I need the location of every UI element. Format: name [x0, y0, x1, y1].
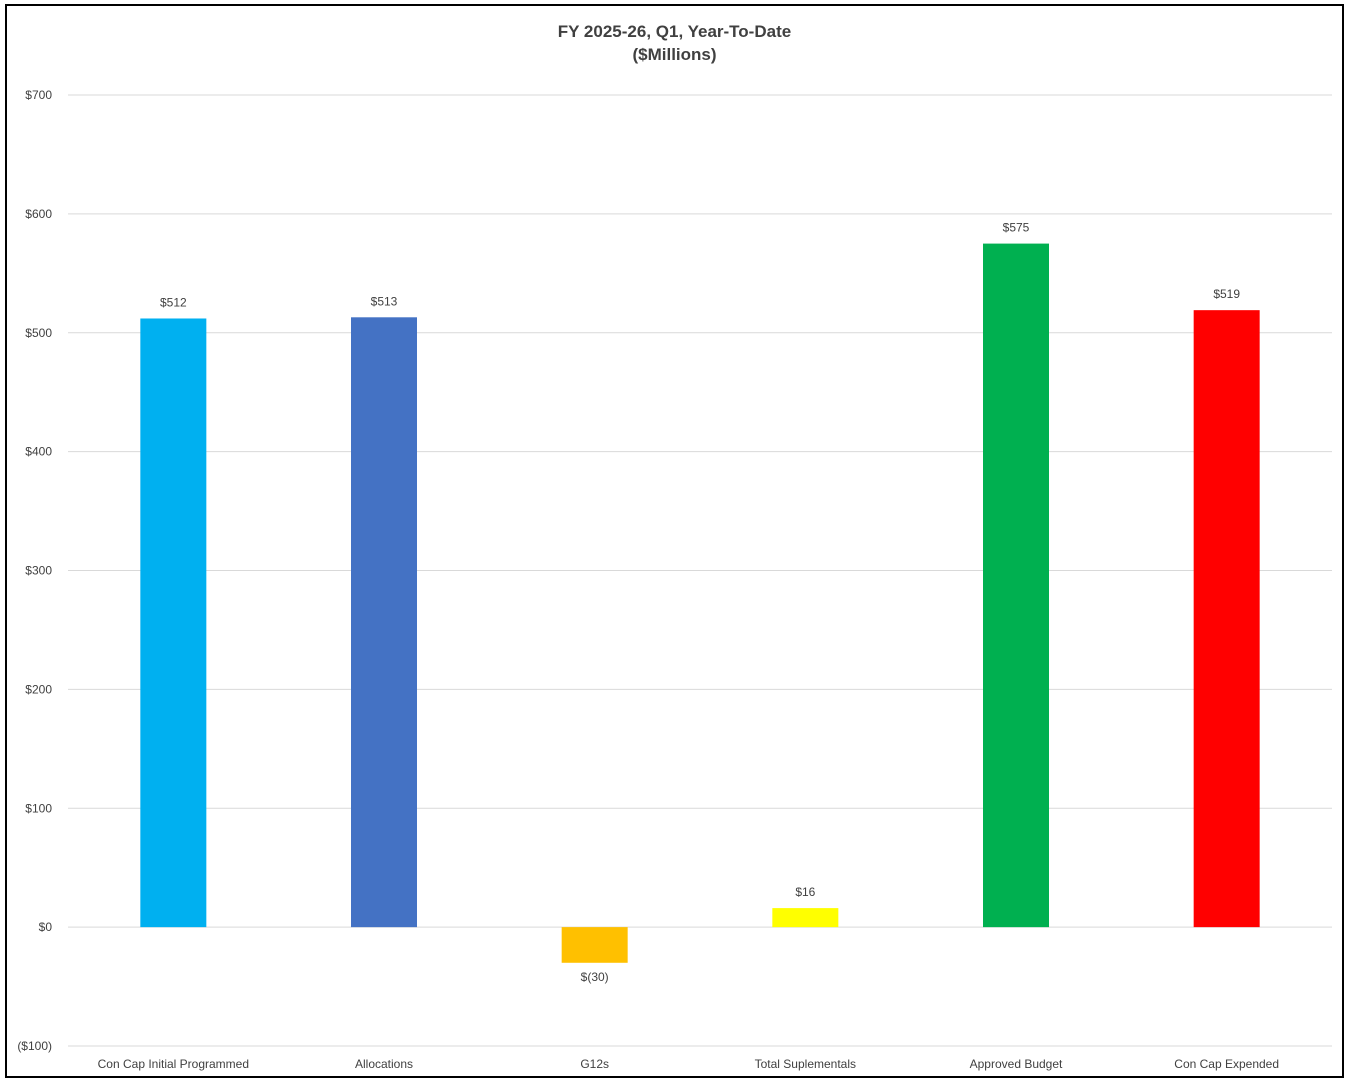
- data-label: $519: [1213, 287, 1240, 301]
- y-tick-label: $300: [25, 564, 52, 578]
- y-tick-label: $200: [25, 682, 52, 696]
- bar: [140, 318, 207, 928]
- x-tick-label: Con Cap Initial Programmed: [98, 1057, 249, 1071]
- y-tick-label: $500: [25, 326, 52, 340]
- data-label: $513: [371, 294, 398, 308]
- data-label: $575: [1003, 221, 1030, 235]
- bar: [351, 317, 417, 928]
- x-tick-label: Con Cap Expended: [1174, 1057, 1279, 1071]
- chart-title-block: FY 2025-26, Q1, Year-To-Date ($Millions): [0, 20, 1349, 66]
- y-tick-label: ($100): [17, 1039, 52, 1053]
- x-tick-label: Total Suplementals: [755, 1057, 856, 1071]
- chart-title: FY 2025-26, Q1, Year-To-Date: [557, 22, 792, 41]
- data-label: $16: [795, 885, 815, 899]
- x-tick-label: Allocations: [355, 1057, 413, 1071]
- data-label: $512: [160, 295, 187, 309]
- y-tick-label: $600: [25, 207, 52, 221]
- y-tick-label: $100: [25, 801, 52, 815]
- bar: [561, 927, 628, 963]
- y-tick-label: $700: [25, 88, 52, 102]
- chart-frame: [5, 4, 1344, 1078]
- y-tick-label: $0: [39, 920, 53, 934]
- bar: [983, 243, 1049, 928]
- x-tick-label: G12s: [580, 1057, 609, 1071]
- chart-subtitle: ($Millions): [632, 45, 717, 64]
- y-tick-label: $400: [25, 445, 52, 459]
- x-tick-label: Approved Budget: [970, 1057, 1063, 1071]
- bar: [1193, 310, 1260, 928]
- data-label: $(30): [581, 970, 609, 984]
- bar: [772, 908, 839, 928]
